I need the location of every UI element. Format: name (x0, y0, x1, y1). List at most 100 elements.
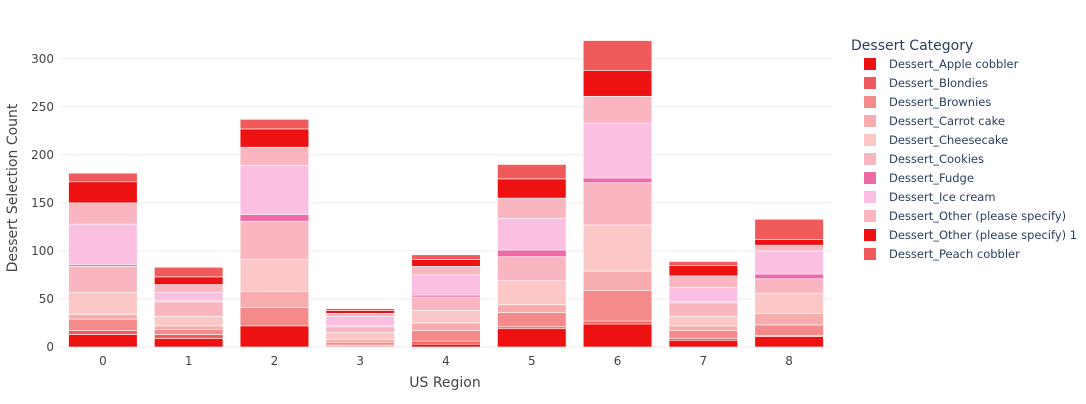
bar-segment (411, 274, 481, 296)
bar-segment (582, 177, 653, 184)
bar-segment (239, 165, 310, 215)
bar-segment (154, 329, 224, 335)
bar-segment (668, 330, 738, 339)
bar-segment (754, 278, 824, 294)
x-tick-label: 8 (785, 354, 793, 368)
legend-item[interactable]: Dessert_Fudge (864, 171, 974, 185)
legend-item[interactable]: Dessert_Peach cobbler (864, 247, 1020, 261)
bar-segment (754, 324, 824, 336)
bar-segment (68, 314, 138, 320)
bar-segment (411, 259, 481, 267)
legend-swatch (864, 58, 876, 70)
legend-item[interactable]: Dessert_Apple cobbler (864, 57, 1019, 71)
legend-item[interactable]: Dessert_Brownies (864, 95, 991, 109)
bar-segment (411, 310, 481, 324)
legend-label: Dessert_Carrot cake (889, 114, 1005, 128)
bar-segment (154, 315, 224, 327)
y-axis-title: Dessert Selection Count (5, 103, 21, 272)
legend-item[interactable]: Dessert_Carrot cake (864, 114, 1005, 128)
bar-segment (154, 301, 224, 317)
bar-segment (668, 315, 738, 327)
legend-item[interactable]: Dessert_Blondies (864, 76, 988, 90)
bar-segment (325, 326, 395, 333)
bar-segment (582, 270, 653, 291)
bar-segment (411, 254, 481, 260)
bar-segment (582, 290, 653, 322)
bar-segment (668, 261, 738, 266)
x-tick-label: 1 (185, 354, 193, 368)
axes: 0 50 100 150 200 250 300 0 1 2 3 4 5 6 7 8 (31, 52, 793, 368)
legend-swatch (864, 248, 876, 260)
bar-segment (582, 323, 653, 348)
bar-segment (154, 284, 224, 293)
x-tick-label: 7 (700, 354, 708, 368)
bar-segment (497, 197, 567, 219)
bar-segment (754, 292, 824, 314)
bar-segment (68, 266, 138, 293)
bar-segment (239, 325, 310, 348)
legend-swatch (864, 210, 876, 222)
legend-item[interactable]: Dessert_Other (please specify) 1 (864, 228, 1077, 242)
bar-segment (668, 275, 738, 288)
legend-swatch (864, 229, 876, 241)
bar-segment (239, 128, 310, 148)
bar-segment (497, 164, 567, 180)
bar-segment (411, 296, 481, 311)
legend-swatch (864, 96, 876, 108)
bar-segment (411, 340, 481, 345)
bar-segment (325, 310, 395, 314)
legend-label: Dessert_Fudge (889, 171, 974, 185)
bar-segment (754, 218, 824, 240)
bar-segment (154, 334, 224, 339)
bar-segment (754, 250, 824, 275)
x-tick-label: 4 (442, 354, 450, 368)
legend-swatch (864, 134, 876, 146)
bar-segment (239, 259, 310, 292)
y-tick-label: 200 (31, 148, 54, 162)
bar-segment (411, 343, 481, 348)
x-tick-label: 2 (271, 354, 279, 368)
legend-title: Dessert Category (851, 38, 973, 54)
bar-segment (154, 266, 224, 278)
x-axis-title: US Region (409, 375, 481, 391)
bar-segment (68, 202, 138, 225)
legend-label: Dessert_Brownies (889, 95, 991, 109)
bar-segment (325, 313, 395, 317)
bar-segment (239, 146, 310, 166)
bar-segment (668, 265, 738, 277)
legend-item[interactable]: Dessert_Ice cream (864, 190, 996, 204)
bar-segment (239, 119, 310, 130)
bar-segment (239, 220, 310, 260)
legend-item[interactable]: Dessert_Other (please specify) (864, 209, 1066, 223)
bar-segment (325, 308, 395, 311)
bar-segment (754, 239, 824, 246)
bar-segment (68, 223, 138, 265)
legend-swatch (864, 191, 876, 203)
x-tick-label: 3 (356, 354, 364, 368)
y-tick-label: 250 (31, 100, 54, 114)
legend-item[interactable]: Dessert_Cookies (864, 152, 984, 166)
bar-segment (754, 244, 824, 252)
bar-segment (668, 302, 738, 317)
legend-label: Dessert_Apple cobbler (889, 57, 1019, 71)
legend-swatch (864, 153, 876, 165)
legend-swatch (864, 172, 876, 184)
legend-label: Dessert_Blondies (889, 76, 988, 90)
legend-label: Dessert_Cookies (889, 152, 984, 166)
bar-segment (497, 256, 567, 282)
bar-segment (754, 313, 824, 326)
y-tick-label: 50 (39, 292, 54, 306)
bar-segment (325, 332, 395, 340)
bar-segment (668, 339, 738, 348)
bar-segment (325, 339, 395, 343)
legend-label: Dessert_Peach cobbler (889, 247, 1020, 261)
bar-segment (497, 217, 567, 251)
legend-item[interactable]: Dessert_Cheesecake (864, 133, 1008, 147)
legend-label: Dessert_Cheesecake (889, 133, 1008, 147)
bar-segment (239, 290, 310, 308)
bar-segment (239, 214, 310, 222)
bar-segment (754, 336, 824, 348)
bar-segment (68, 334, 138, 348)
bar-segment (411, 322, 481, 331)
